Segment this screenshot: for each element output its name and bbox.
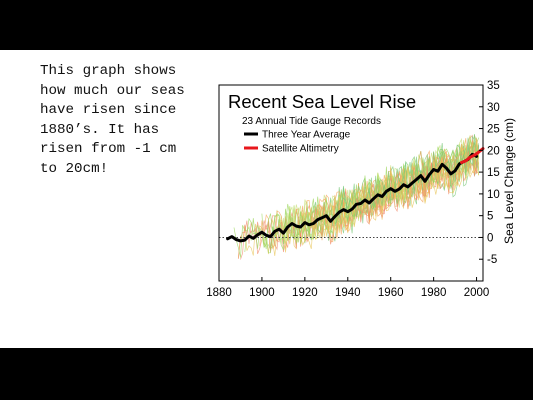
y-tick-label: 35	[487, 80, 500, 92]
x-tick-label: 1900	[249, 287, 275, 299]
tide-gauge-trace	[244, 139, 480, 253]
chart-subtitle: 23 Annual Tide Gauge Records	[242, 116, 381, 127]
legend-label-three-year-average: Three Year Average	[262, 130, 351, 141]
x-tick-label: 1960	[378, 287, 404, 299]
legend-label-satellite-altimetry: Satellite Altimetry	[262, 144, 339, 155]
chart-title: Recent Sea Level Rise	[228, 91, 416, 112]
y-tick-label: -5	[487, 254, 497, 266]
series-layer	[226, 147, 485, 243]
tide-gauge-trace	[306, 142, 480, 233]
series-line-satellite-altimetry	[460, 147, 485, 164]
series-line-three-year-average	[226, 152, 479, 243]
y-axis-label: Sea Level Change (cm)	[502, 118, 516, 244]
x-tick-label: 1940	[335, 287, 361, 299]
y-tick-label: 0	[487, 232, 493, 244]
x-tick-label: 1920	[292, 287, 318, 299]
tide-gauge-trace	[336, 133, 479, 219]
y-tick-label: 15	[487, 167, 500, 179]
x-tick-label: 1980	[421, 287, 447, 299]
y-tick-label: 5	[487, 211, 493, 223]
x-tick-label: 2000	[464, 287, 490, 299]
y-tick-label: 20	[487, 145, 500, 157]
y-tick-label: 30	[487, 102, 500, 114]
slide-canvas	[0, 50, 533, 348]
ticks-layer: 1880 1900 1920 1940 1960 1980 2000 -5 0 5 10 15 20 25…	[206, 80, 500, 299]
y-tick-label: 10	[487, 189, 500, 201]
x-tick-label: 1880	[206, 287, 232, 299]
y-tick-label: 25	[487, 124, 500, 136]
plot-frame	[218, 84, 484, 282]
slide-caption: This graph shows how much our seas have …	[40, 63, 185, 177]
